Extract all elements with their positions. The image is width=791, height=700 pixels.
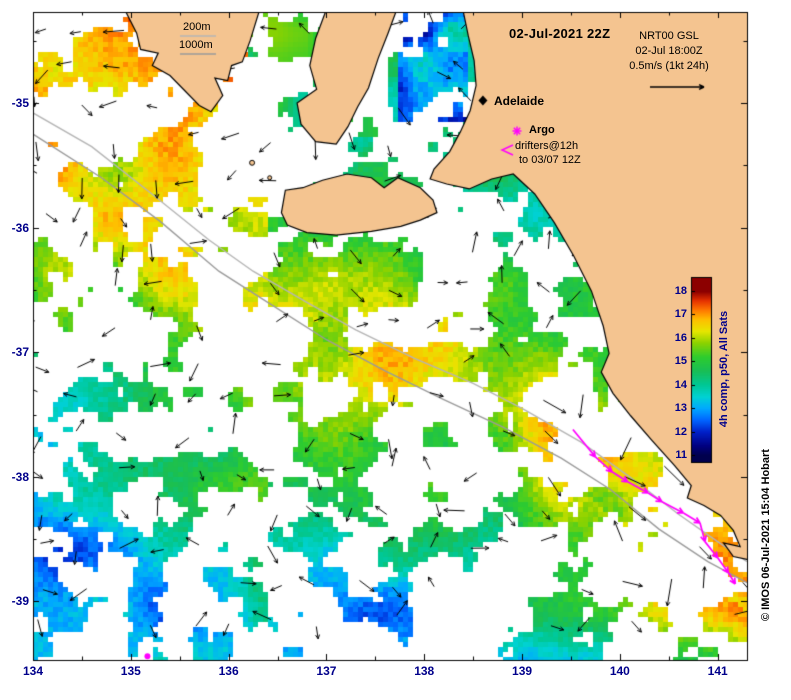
x-tick-label-135: 135 [120, 664, 141, 678]
vector-scale-label: 0.5m/s (1kt 24h) [629, 60, 709, 72]
colorbar-tick-label-13: 13 [674, 402, 687, 415]
colorbar-tick-label-17: 17 [674, 308, 687, 321]
map-title: 02-Jul-2021 22Z [509, 26, 611, 41]
y-tick-label--36: -36 [11, 220, 29, 235]
adelaide-label: Adelaide [494, 94, 545, 108]
x-tick-label-138: 138 [414, 664, 435, 678]
drifters-legend-line1: drifters@12h [515, 140, 579, 152]
x-tick-label-141: 141 [707, 664, 728, 678]
y-tick-label--35: -35 [11, 95, 29, 110]
x-tick-label-137: 137 [316, 664, 337, 678]
x-tick-label-134: 134 [22, 664, 44, 678]
y-tick-label--38: -38 [11, 469, 29, 484]
y-tick-label--39: -39 [11, 594, 29, 609]
depth-1000m-label: 1000m [179, 39, 213, 51]
attribution: © IMOS 06-Jul-2021 15:04 Hobart [760, 449, 772, 621]
colorbar-tick-label-18: 18 [674, 285, 687, 298]
colorbar-tick-label-16: 16 [674, 331, 687, 344]
colorbar-tick-label-12: 12 [674, 425, 687, 438]
colorbar-tick-label-11: 11 [675, 448, 687, 461]
colorbar-label: 4h comp, p50, All Sats [718, 310, 730, 428]
x-tick-label-140: 140 [609, 664, 630, 678]
y-tick-label--37: -37 [11, 345, 29, 360]
x-tick-label-136: 136 [218, 664, 239, 678]
colorbar-tick-label-14: 14 [674, 378, 687, 391]
analysis-time: 02-Jul 18:00Z [635, 45, 703, 57]
model-name: NRT00 GSL [639, 30, 699, 42]
colorbar-tick-label-15: 15 [674, 355, 687, 368]
model-legend: NRT00 GSL 02-Jul 18:00Z 0.5m/s (1kt 24h) [610, 29, 728, 74]
depth-200m-label: 200m [183, 21, 211, 33]
x-tick-label-139: 139 [512, 664, 533, 678]
drifters-legend-line2: to 03/07 12Z [519, 154, 581, 166]
argo-label: Argo [529, 124, 555, 136]
